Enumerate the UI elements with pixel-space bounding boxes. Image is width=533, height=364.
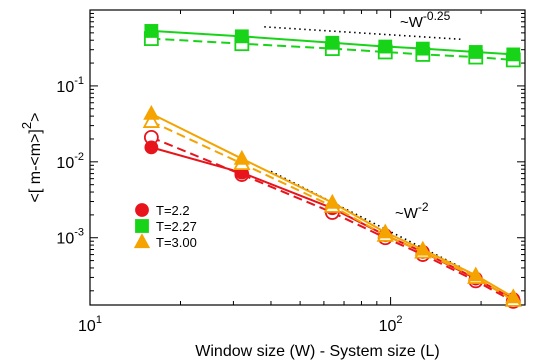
legend: T=2.2T=2.27T=3.00: [133, 203, 197, 250]
y-axis-title-tail: >: [27, 113, 44, 122]
guide-label: ~W-0.25: [400, 9, 451, 31]
guide-label-base: ~W: [395, 205, 419, 222]
legend-label: T=2.2: [156, 203, 190, 218]
data-point-filled: [324, 193, 341, 209]
x-axis-title: Window size (W) - System size (L): [195, 343, 439, 360]
y-tick-label: 10-2: [56, 151, 84, 172]
y-tick-exponent: -1: [74, 75, 84, 87]
data-point-open: [142, 112, 161, 128]
data-point-filled: [505, 288, 522, 304]
data-point-filled: [233, 149, 250, 165]
x-tick-base: 10: [78, 318, 96, 335]
legend-marker: [135, 203, 149, 217]
data-point-filled: [468, 45, 483, 59]
legend-marker: [135, 219, 149, 233]
y-tick-base: 10: [56, 79, 74, 96]
guide-label-exponent: -2: [418, 200, 429, 214]
plot-frame: [89, 9, 526, 306]
x-tick-exponent: 2: [396, 314, 402, 326]
y-tick-exponent: -2: [74, 151, 84, 163]
y-axis-title-main: <[ m-<m>]: [27, 129, 44, 202]
y-tick-label: 10-1: [56, 75, 84, 96]
data-point-filled: [234, 29, 249, 44]
data-point-filled: [144, 24, 159, 38]
data-point-filled: [467, 266, 484, 282]
x-tick-exponent: 1: [96, 314, 102, 326]
guide-label: ~W-2: [395, 200, 429, 222]
x-tick-label: 101: [78, 314, 102, 335]
series-t-3-00: [142, 104, 522, 307]
data-point-filled: [377, 223, 394, 239]
y-tick-label: 10-3: [56, 227, 84, 248]
legend-label: T=3.00: [156, 235, 197, 250]
legend-marker: [133, 233, 151, 249]
data-point-filled: [143, 104, 160, 120]
series-t-2-27: [143, 24, 521, 68]
y-tick-base: 10: [56, 231, 74, 248]
legend-label: T=2.27: [156, 219, 197, 234]
guide-label-base: ~W: [400, 14, 424, 31]
data-point-filled: [506, 47, 521, 62]
data-point-filled: [325, 35, 340, 50]
data-point-filled: [378, 39, 393, 54]
y-tick-base: 10: [56, 155, 74, 172]
series-t-2-2: [143, 129, 521, 309]
y-tick-exponent: -3: [74, 227, 84, 239]
series-line-solid: [151, 146, 514, 301]
guide-label-exponent: -0.25: [423, 9, 451, 23]
guide-line: [264, 26, 464, 41]
x-tick-label: 102: [379, 314, 403, 335]
x-tick-base: 10: [379, 318, 397, 335]
data-point-filled: [144, 140, 159, 155]
data-point-filled: [415, 41, 430, 56]
y-axis-title-sup: 2: [19, 122, 34, 129]
data-point-filled: [414, 240, 431, 256]
y-axis-title: <[ m-<m>]2>: [19, 113, 44, 203]
